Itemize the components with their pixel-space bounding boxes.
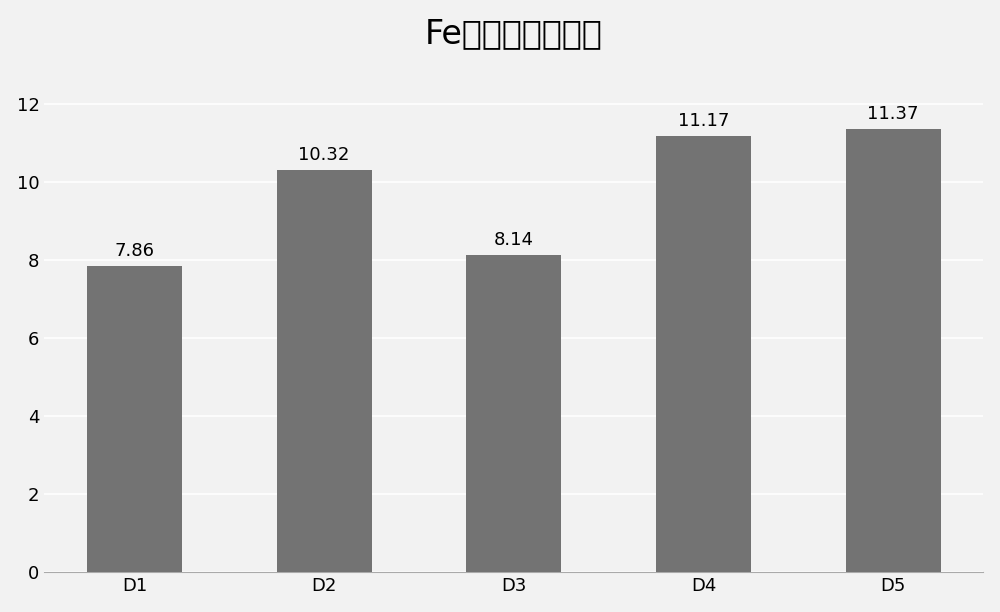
Title: Fe元素含量变化图: Fe元素含量变化图 [425,17,603,50]
Text: 11.37: 11.37 [867,105,919,122]
Bar [656,136,751,572]
Bar [466,255,561,572]
Text: 10.32: 10.32 [298,146,350,163]
Text: 8.14: 8.14 [494,231,534,249]
Bar [277,170,372,572]
Bar [846,129,941,572]
Text: 7.86: 7.86 [115,242,155,259]
Text: 11.17: 11.17 [678,113,729,130]
Bar [87,266,182,572]
